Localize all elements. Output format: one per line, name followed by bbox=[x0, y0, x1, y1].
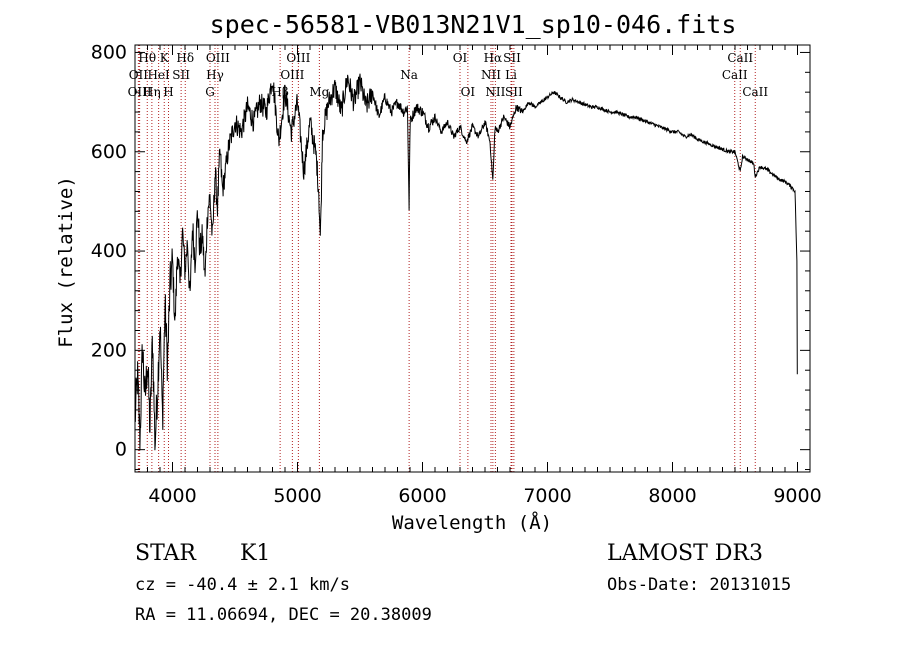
spectral-line-label: G bbox=[205, 85, 215, 99]
spectral-line-label: OIII bbox=[206, 51, 230, 65]
spectrum-line bbox=[134, 73, 798, 451]
spectral-line-label: Mg bbox=[309, 85, 329, 99]
spectral-line-label: OIII bbox=[280, 68, 304, 82]
spectral-line-label: K bbox=[160, 51, 170, 65]
spectral-line-label: Na bbox=[400, 68, 418, 82]
y-tick-label: 800 bbox=[91, 41, 127, 63]
spectral-line-label: CaII bbox=[742, 85, 768, 99]
spectral-line-label: SII bbox=[505, 85, 523, 99]
spectral-line-label: Hγ bbox=[206, 68, 224, 82]
reference-lines bbox=[137, 45, 756, 472]
spectral-line-label: CaII bbox=[722, 68, 748, 82]
spectral-line-label: OIII bbox=[286, 51, 310, 65]
redshift-velocity: cz = -40.4 ± 2.1 km/s bbox=[135, 575, 350, 595]
spectral-line-label: OII bbox=[129, 68, 149, 82]
spectral-line-label: SII bbox=[172, 68, 190, 82]
chart-title: spec-56581-VB013N21V1_sp10-046.fits bbox=[210, 10, 737, 39]
spectral-line-label: Hη bbox=[143, 85, 161, 99]
x-axis-label: Wavelength (Å) bbox=[392, 511, 552, 534]
coordinates: RA = 11.06694, DEC = 20.38009 bbox=[135, 605, 432, 625]
y-tick-label: 400 bbox=[91, 240, 127, 262]
spectral-line-label: CaII bbox=[727, 51, 753, 65]
y-tick-label: 600 bbox=[91, 141, 127, 163]
spectral-line-label: OI bbox=[453, 51, 468, 65]
y-tick-label: 0 bbox=[115, 439, 127, 461]
y-axis-label: Flux (relative) bbox=[55, 176, 77, 348]
x-tick-label: 8000 bbox=[648, 485, 696, 507]
object-class: STAR bbox=[135, 541, 197, 566]
plot-frame bbox=[134, 44, 811, 473]
spectral-line-label: SII bbox=[503, 51, 521, 65]
x-tick-label: 5000 bbox=[273, 485, 321, 507]
spectral-line-label: Hθ bbox=[138, 51, 156, 65]
x-tick-label: 7000 bbox=[523, 485, 571, 507]
spectral-line-label: Hδ bbox=[176, 51, 194, 65]
x-axis: 4000 5000 6000 7000 8000 9000 bbox=[134, 45, 822, 507]
y-tick-label: 200 bbox=[91, 339, 127, 361]
x-tick-label: 9000 bbox=[773, 485, 821, 507]
spectral-line-label: Li bbox=[505, 68, 517, 82]
survey-name: LAMOST DR3 bbox=[607, 541, 763, 566]
spectral-line-label: H bbox=[163, 85, 173, 99]
spectral-line-label: NII bbox=[485, 85, 505, 99]
subclass: K1 bbox=[240, 541, 270, 566]
x-tick-label: 4000 bbox=[148, 485, 196, 507]
y-axis: 0 200 400 600 800 bbox=[91, 41, 810, 471]
observation-date: Obs-Date: 20131015 bbox=[607, 575, 791, 595]
spectral-line-label: HeI bbox=[147, 68, 170, 82]
x-tick-label: 6000 bbox=[398, 485, 446, 507]
spectral-line-label: NII bbox=[481, 68, 501, 82]
spectral-line-label: Hα bbox=[484, 51, 503, 65]
spectral-line-label: OI bbox=[461, 85, 476, 99]
